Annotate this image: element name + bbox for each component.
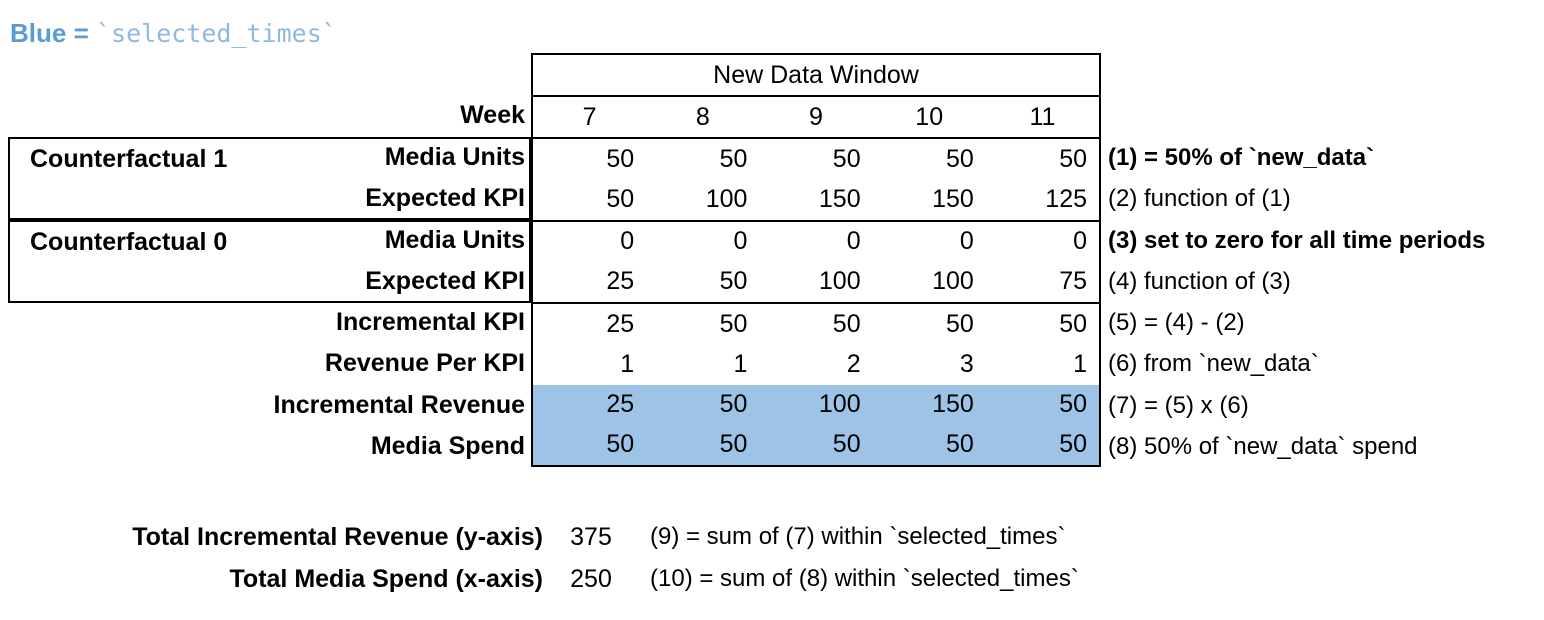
table-cell: 150 — [932, 184, 974, 213]
annotation-10: (10) = sum of (8) within `selected_times… — [650, 565, 1079, 592]
table-cell: 50 — [1059, 390, 1088, 419]
table-cell: 1 — [1073, 349, 1088, 378]
table-cell: 50 — [832, 309, 861, 338]
table-cell: 0 — [846, 227, 861, 256]
table-cell: 3 — [959, 349, 974, 378]
table-cell: 50 — [832, 430, 861, 459]
table-row-media-units-cf1: 50 50 50 50 50 — [533, 139, 1099, 179]
table-cell: 50 — [719, 430, 748, 459]
row-label-media-spend: Media Spend — [370, 432, 525, 460]
counterfactual-0-box: Counterfactual 0 — [8, 220, 531, 303]
table-cell: 50 — [719, 390, 748, 419]
row-label-incremental-revenue: Incremental Revenue — [273, 391, 526, 419]
row-label-media-units-cf1: Media Units — [384, 143, 525, 171]
table-cell: 50 — [946, 430, 974, 459]
week-10-header: 10 — [915, 102, 944, 131]
table-row-expected-kpi-cf0: 25 50 100 100 75 — [533, 262, 1099, 304]
week-8-header: 8 — [695, 102, 710, 131]
total-media-spend-label: Total Media Spend (x-axis) — [229, 564, 543, 593]
new-data-window-title: New Data Window — [713, 60, 919, 89]
table-cell: 125 — [1045, 184, 1088, 213]
counterfactual-0-label: Counterfactual 0 — [30, 228, 228, 256]
table-cell: 50 — [946, 309, 974, 338]
table-cell: 50 — [606, 430, 635, 459]
legend-selected-times-code: `selected_times` — [95, 19, 337, 48]
row-label-revenue-per-kpi: Revenue Per KPI — [324, 349, 525, 377]
table-cell: 1 — [733, 349, 748, 378]
table-cell: 50 — [1059, 309, 1088, 338]
table-cell: 50 — [946, 144, 974, 173]
legend: Blue = `selected_times` — [10, 18, 337, 49]
table-cell: 50 — [719, 267, 748, 296]
table-cell: 1 — [620, 349, 635, 378]
week-row-label: Week — [460, 101, 525, 129]
row-label-incremental-kpi: Incremental KPI — [336, 308, 525, 336]
new-data-window-header: New Data Window — [533, 55, 1099, 97]
annotation-2: (2) function of (1) — [1108, 184, 1291, 212]
table-cell: 50 — [606, 144, 635, 173]
table-cell: 100 — [932, 267, 974, 296]
table-cell: 50 — [606, 184, 635, 213]
table-row-revenue-per-kpi: 1 1 2 3 1 — [533, 344, 1099, 384]
table-cell: 25 — [606, 309, 635, 338]
table-row-media-spend-highlighted: 50 50 50 50 50 — [533, 424, 1099, 465]
row-label-expected-kpi-cf1: Expected KPI — [365, 184, 525, 212]
table-cell: 0 — [959, 227, 974, 256]
annotation-4: (4) function of (3) — [1108, 267, 1291, 295]
table-cell: 100 — [705, 184, 748, 213]
table-cell: 50 — [1059, 144, 1088, 173]
table-cell: 150 — [932, 390, 974, 419]
table-row-incremental-kpi: 25 50 50 50 50 — [533, 304, 1099, 344]
total-media-spend-value: 250 — [570, 564, 612, 593]
table-cell: 2 — [846, 349, 861, 378]
row-label-expected-kpi-cf0: Expected KPI — [365, 267, 525, 295]
table-cell: 50 — [832, 144, 861, 173]
table-cell: 25 — [606, 390, 635, 419]
table-row-incremental-revenue-highlighted: 25 50 100 150 50 — [533, 384, 1099, 425]
annotation-8: (8) 50% of `new_data` spend — [1108, 432, 1418, 460]
week-numbers-row: 7 8 9 10 11 — [533, 97, 1099, 139]
data-grid: New Data Window 7 8 9 10 11 50 50 50 50 … — [531, 53, 1101, 467]
week-11-header: 11 — [1029, 102, 1056, 131]
table-cell: 50 — [719, 144, 748, 173]
annotation-7: (7) = (5) x (6) — [1108, 391, 1249, 419]
total-incremental-revenue-value: 375 — [570, 522, 612, 551]
legend-blue-label: Blue = — [10, 18, 96, 48]
table-row-expected-kpi-cf1: 50 100 150 150 125 — [533, 179, 1099, 222]
annotation-9: (9) = sum of (7) within `selected_times` — [650, 523, 1066, 550]
table-cell: 100 — [818, 267, 861, 296]
table-cell: 25 — [606, 267, 635, 296]
table-cell: 50 — [1059, 430, 1088, 459]
counterfactual-1-label: Counterfactual 1 — [30, 145, 228, 173]
week-9-header: 9 — [809, 102, 823, 131]
total-incremental-revenue-label: Total Incremental Revenue (y-axis) — [132, 522, 543, 551]
annotation-5: (5) = (4) - (2) — [1108, 308, 1245, 336]
table-cell: 0 — [620, 227, 635, 256]
annotation-6: (6) from `new_data` — [1108, 349, 1319, 377]
table-cell: 50 — [719, 309, 748, 338]
table-cell: 75 — [1059, 267, 1088, 296]
week-7-header: 7 — [582, 102, 597, 131]
counterfactual-1-box: Counterfactual 1 — [8, 137, 531, 220]
annotation-1: (1) = 50% of `new_data` — [1108, 143, 1375, 171]
table-cell: 150 — [818, 184, 861, 213]
row-label-media-units-cf0: Media Units — [384, 226, 525, 254]
table-cell: 100 — [818, 390, 861, 419]
annotation-3: (3) set to zero for all time periods — [1108, 226, 1486, 254]
table-cell: 0 — [1073, 227, 1088, 256]
table-cell: 0 — [733, 227, 748, 256]
table-row-media-units-cf0: 0 0 0 0 0 — [533, 222, 1099, 262]
